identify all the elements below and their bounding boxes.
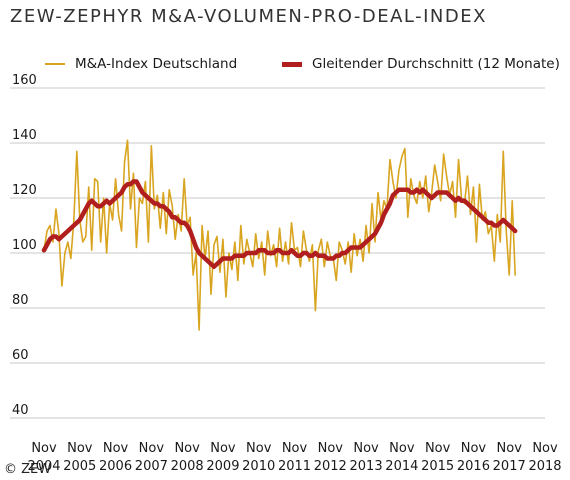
x-tick-label-month: Nov [353, 441, 379, 456]
x-tick-label-year: 2008 [171, 459, 204, 474]
x-tick-label-year: 2016 [457, 459, 490, 474]
legend-label-average: Gleitender Durchschnitt (12 Monate) [312, 56, 560, 72]
x-tick-label-month: Nov [174, 441, 200, 456]
x-tick-label-year: 2010 [242, 459, 275, 474]
x-tick-label-year: 2007 [135, 459, 168, 474]
y-tick-label: 60 [12, 348, 29, 363]
y-tick-label: 160 [12, 73, 37, 88]
series-line-ma-index [43, 139, 516, 331]
x-tick-label-month: Nov [497, 441, 523, 456]
legend-item-average: Gleitender Durchschnitt (12 Monate) [282, 56, 560, 72]
x-tick-label-year: 2017 [493, 459, 526, 474]
x-tick-label-year: 2015 [421, 459, 454, 474]
x-tick-label-year: 2011 [278, 459, 311, 474]
y-tick-label: 40 [12, 403, 29, 418]
x-tick-label-month: Nov [461, 441, 487, 456]
x-tick-label-month: Nov [139, 441, 165, 456]
legend-swatch-average [282, 61, 302, 67]
x-tick-label-year: 2018 [528, 459, 561, 474]
x-tick-label-month: Nov [282, 441, 308, 456]
y-tick-label: 140 [12, 128, 37, 143]
x-tick-label-month: Nov [246, 441, 272, 456]
x-tick-label-year: 2014 [385, 459, 418, 474]
copyright-notice: © ZEW [4, 462, 52, 477]
legend-label-index: M&A-Index Deutschland [75, 56, 238, 72]
x-tick-label-month: Nov [31, 441, 57, 456]
x-tick-label-month: Nov [103, 441, 129, 456]
x-tick-label-month: Nov [318, 441, 344, 456]
x-tick-label-year: 2005 [63, 459, 96, 474]
x-tick-label-year: 2013 [350, 459, 383, 474]
series-line-moving-average [41, 179, 518, 269]
y-tick-label: 80 [12, 293, 29, 308]
x-tick-label-month: Nov [425, 441, 451, 456]
chart-title: ZEW-ZEPHYR M&A-VOLUMEN-PRO-DEAL-INDEX [10, 6, 487, 27]
x-tick-label-month: Nov [389, 441, 415, 456]
x-tick-label-year: 2009 [206, 459, 239, 474]
y-tick-label: 120 [12, 183, 37, 198]
legend-item-index: M&A-Index Deutschland [45, 56, 237, 72]
legend: M&A-Index Deutschland Gleitender Durchsc… [0, 56, 570, 76]
y-tick-label: 100 [12, 238, 37, 253]
x-tick-label-year: 2012 [314, 459, 347, 474]
legend-swatch-index [45, 63, 65, 65]
x-tick-label-year: 2004 [27, 459, 60, 474]
x-tick-label-year: 2006 [99, 459, 132, 474]
x-tick-label-month: Nov [532, 441, 558, 456]
x-tick-label-month: Nov [210, 441, 236, 456]
x-tick-label-month: Nov [67, 441, 93, 456]
